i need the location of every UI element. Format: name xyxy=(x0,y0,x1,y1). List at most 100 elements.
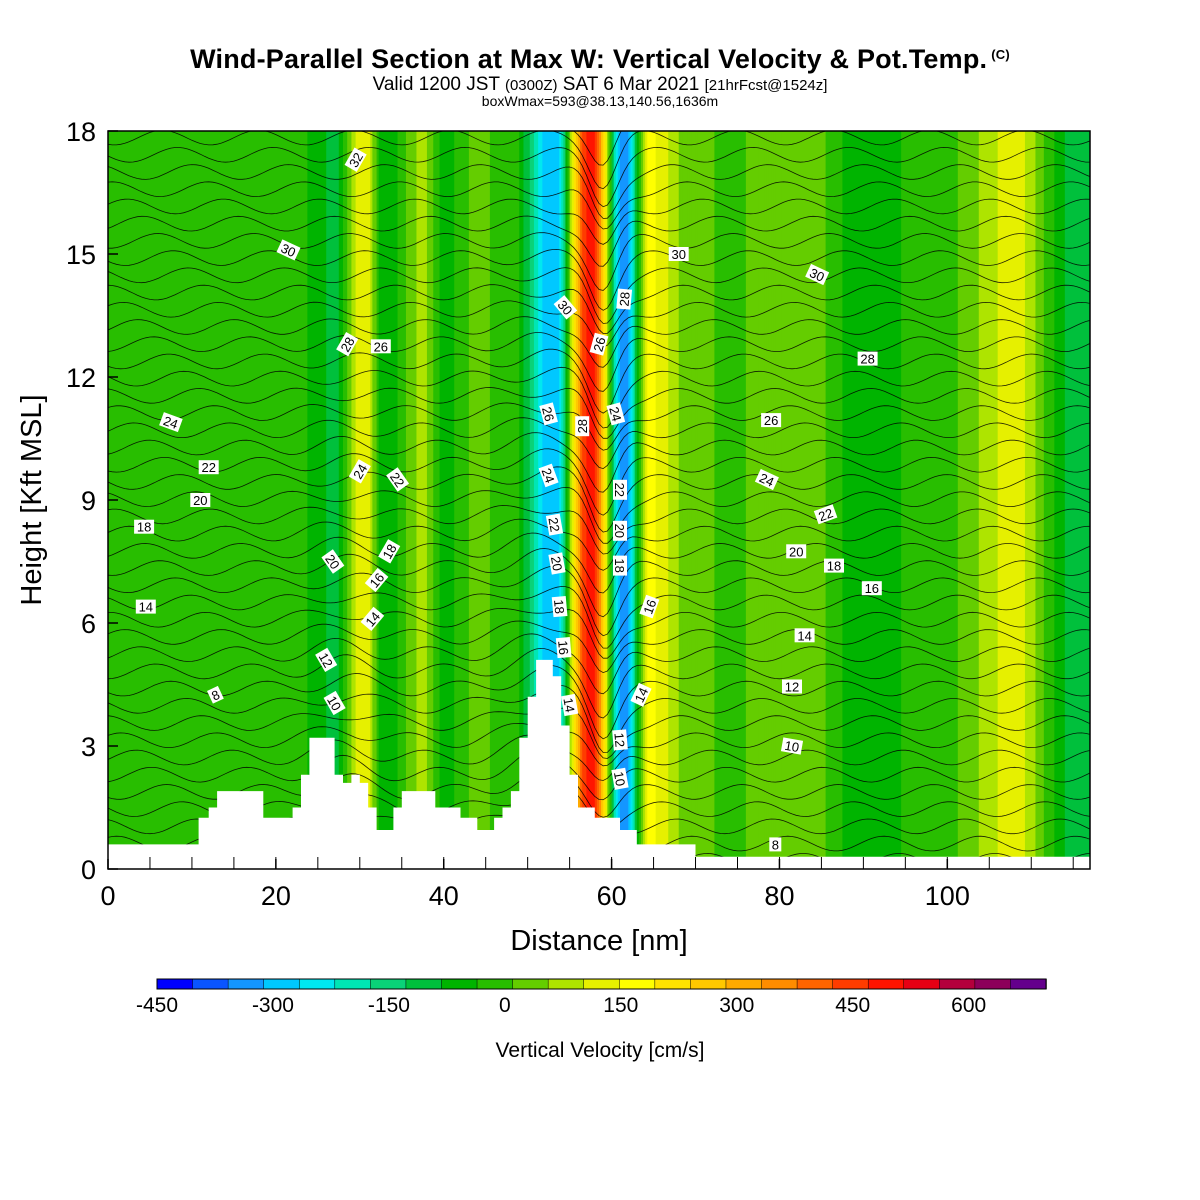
w-column xyxy=(613,131,617,869)
w-column xyxy=(173,131,176,869)
w-column xyxy=(475,131,478,869)
w-column xyxy=(378,131,382,869)
w-column xyxy=(714,131,718,869)
contour-label-bg xyxy=(323,690,346,716)
w-column xyxy=(231,131,235,869)
isentrope-line xyxy=(108,198,1090,245)
w-column xyxy=(1014,131,1018,869)
w-column xyxy=(710,131,713,869)
valid-time: Valid 1200 JST xyxy=(372,74,500,95)
w-column xyxy=(733,131,736,869)
w-column xyxy=(355,131,359,869)
contour-label-text: 20 xyxy=(789,544,803,559)
isentrope-line xyxy=(108,607,1090,659)
w-column xyxy=(124,131,128,869)
w-column xyxy=(1054,131,1058,869)
contour-label-bg xyxy=(386,467,410,492)
w-column xyxy=(911,131,915,869)
w-column xyxy=(886,131,890,869)
w-column xyxy=(351,131,355,869)
w-column xyxy=(936,131,940,869)
contour-label-bg xyxy=(761,413,782,428)
w-column xyxy=(141,131,145,869)
w-column xyxy=(225,131,229,869)
w-column xyxy=(651,131,655,869)
w-column xyxy=(888,131,892,869)
w-column xyxy=(559,131,562,869)
w-column xyxy=(280,131,283,869)
w-column xyxy=(271,131,275,869)
contour-label-text: 16 xyxy=(865,581,879,596)
w-column xyxy=(645,131,648,869)
w-column xyxy=(508,131,512,869)
w-column xyxy=(750,131,753,869)
w-column xyxy=(970,131,974,869)
colorbar-swatch xyxy=(867,978,905,990)
w-column xyxy=(298,131,302,869)
w-column xyxy=(664,131,667,869)
contour-label-text: 32 xyxy=(346,150,366,170)
contour-label-text: 18 xyxy=(612,558,627,572)
w-column xyxy=(542,131,546,869)
w-column xyxy=(527,131,531,869)
w-column xyxy=(183,131,187,869)
w-column xyxy=(896,131,900,869)
w-column xyxy=(739,131,743,869)
contour-label: 18 xyxy=(378,539,401,564)
forecast-info: [21hrFcst@1524z] xyxy=(704,77,828,94)
contour-label-text: 16 xyxy=(640,597,659,616)
w-column xyxy=(422,131,426,869)
contour-label-text: 10 xyxy=(783,738,800,755)
w-column xyxy=(792,131,795,869)
w-column xyxy=(691,131,695,869)
w-column xyxy=(789,131,793,869)
copyright-mark: (C) xyxy=(991,47,1010,62)
w-column xyxy=(1041,131,1045,869)
w-column xyxy=(389,131,392,869)
w-column xyxy=(479,131,483,869)
w-column xyxy=(506,131,510,869)
w-column xyxy=(930,131,934,869)
w-column xyxy=(722,131,726,869)
w-column xyxy=(502,131,506,869)
w-column xyxy=(720,131,724,869)
w-column xyxy=(460,131,464,869)
w-column xyxy=(848,131,852,869)
colorbar-tick-label: 300 xyxy=(719,994,754,1017)
w-column xyxy=(403,131,407,869)
colorbar-swatch xyxy=(903,978,941,990)
w-column xyxy=(745,131,749,869)
isentrope-line xyxy=(108,684,1090,753)
contour-label-text: 26 xyxy=(374,339,388,354)
w-column xyxy=(1064,131,1068,869)
contour-label-text: 22 xyxy=(545,516,562,533)
contour-label-text: 20 xyxy=(548,555,565,572)
w-column xyxy=(1062,131,1066,869)
w-column xyxy=(462,131,466,869)
colorbar-swatch xyxy=(405,978,443,990)
contour-label-text: 20 xyxy=(193,493,207,508)
isentrope-line xyxy=(108,565,1090,637)
isentrope-line xyxy=(108,316,1090,368)
w-column xyxy=(762,131,766,869)
contour-label-text: 24 xyxy=(350,462,370,482)
w-column xyxy=(601,131,604,869)
w-column xyxy=(332,131,336,869)
y-axis-label: Height [Kft MSL] xyxy=(16,394,48,605)
w-column xyxy=(256,131,260,869)
w-column xyxy=(567,131,571,869)
w-column xyxy=(580,131,583,869)
chart-title: Wind-Parallel Section at Max W: Vertical… xyxy=(0,44,1200,75)
w-column xyxy=(997,131,1001,869)
y-tick-label: 3 xyxy=(81,732,96,762)
w-column xyxy=(487,131,491,869)
w-column xyxy=(619,131,623,869)
w-column xyxy=(838,131,841,869)
colorbar-tick-label: 600 xyxy=(951,994,986,1017)
w-column xyxy=(504,131,508,869)
contour-label: 14 xyxy=(630,682,652,707)
contour-label: 18 xyxy=(612,555,627,576)
w-column xyxy=(672,131,676,869)
w-column xyxy=(1012,131,1016,869)
w-column xyxy=(496,131,499,869)
